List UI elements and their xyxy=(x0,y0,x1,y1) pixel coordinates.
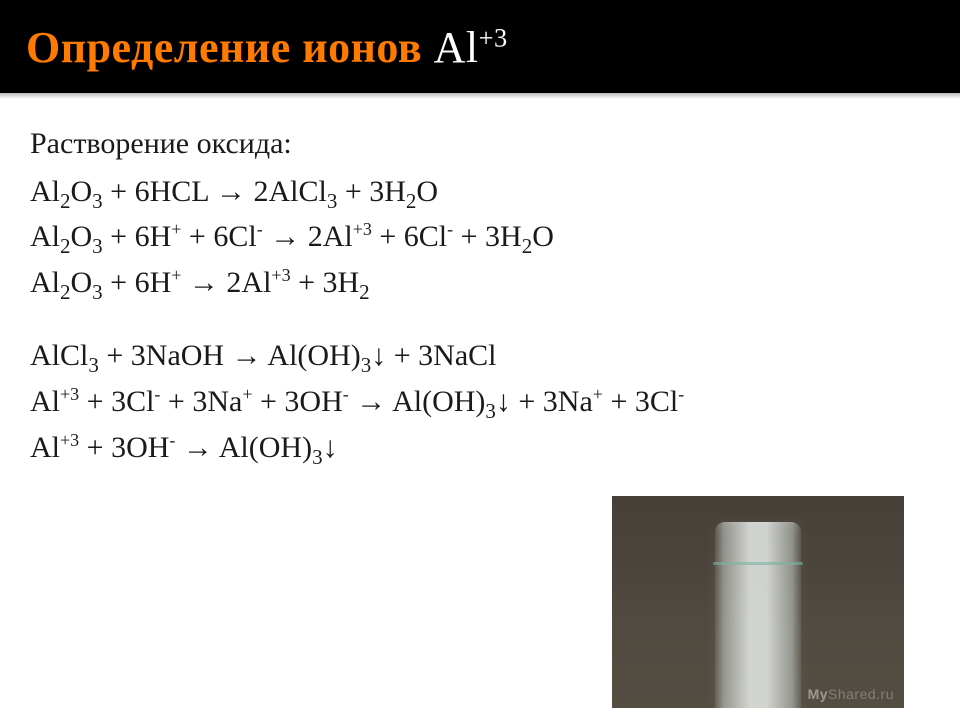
watermark: MyShared.ru xyxy=(808,686,894,702)
equation-line: Al2O3 + 6HCL → 2AlCl3 + 3H2O xyxy=(30,169,930,215)
equations-block-1: Al2O3 + 6HCL → 2AlCl3 + 3H2OAl2O3 + 6H+ … xyxy=(30,169,930,306)
content: Растворение оксида: Al2O3 + 6HCL → 2AlCl… xyxy=(0,93,960,470)
equations-block-2: AlCl3 + 3NaOH → Al(OH)3↓ + 3NaClAl+3 + 3… xyxy=(30,333,930,470)
page-title: Определение ионов Al+3 xyxy=(26,22,934,73)
equation-line: AlCl3 + 3NaOH → Al(OH)3↓ + 3NaCl xyxy=(30,333,930,379)
equation-line: Al2O3 + 6H+ + 6Cl- → 2Al+3 + 6Cl- + 3H2O xyxy=(30,214,930,260)
equation-line: Al2O3 + 6H+ → 2Al+3 + 3H2 xyxy=(30,260,930,306)
test-tube xyxy=(715,522,801,708)
title-ion: Al+3 xyxy=(434,23,508,72)
experiment-photo: MyShared.ru xyxy=(612,496,904,708)
equation-line: Al+3 + 3Cl- + 3Na+ + 3OH- → Al(OH)3↓ + 3… xyxy=(30,379,930,425)
title-bar: Определение ионов Al+3 xyxy=(0,0,960,93)
test-tube-liquid-line xyxy=(713,562,803,565)
title-accent: Определение ионов xyxy=(26,23,422,72)
equation-line: Al+3 + 3OH- → Al(OH)3↓ xyxy=(30,425,930,471)
section-label: Растворение оксида: xyxy=(30,121,930,167)
